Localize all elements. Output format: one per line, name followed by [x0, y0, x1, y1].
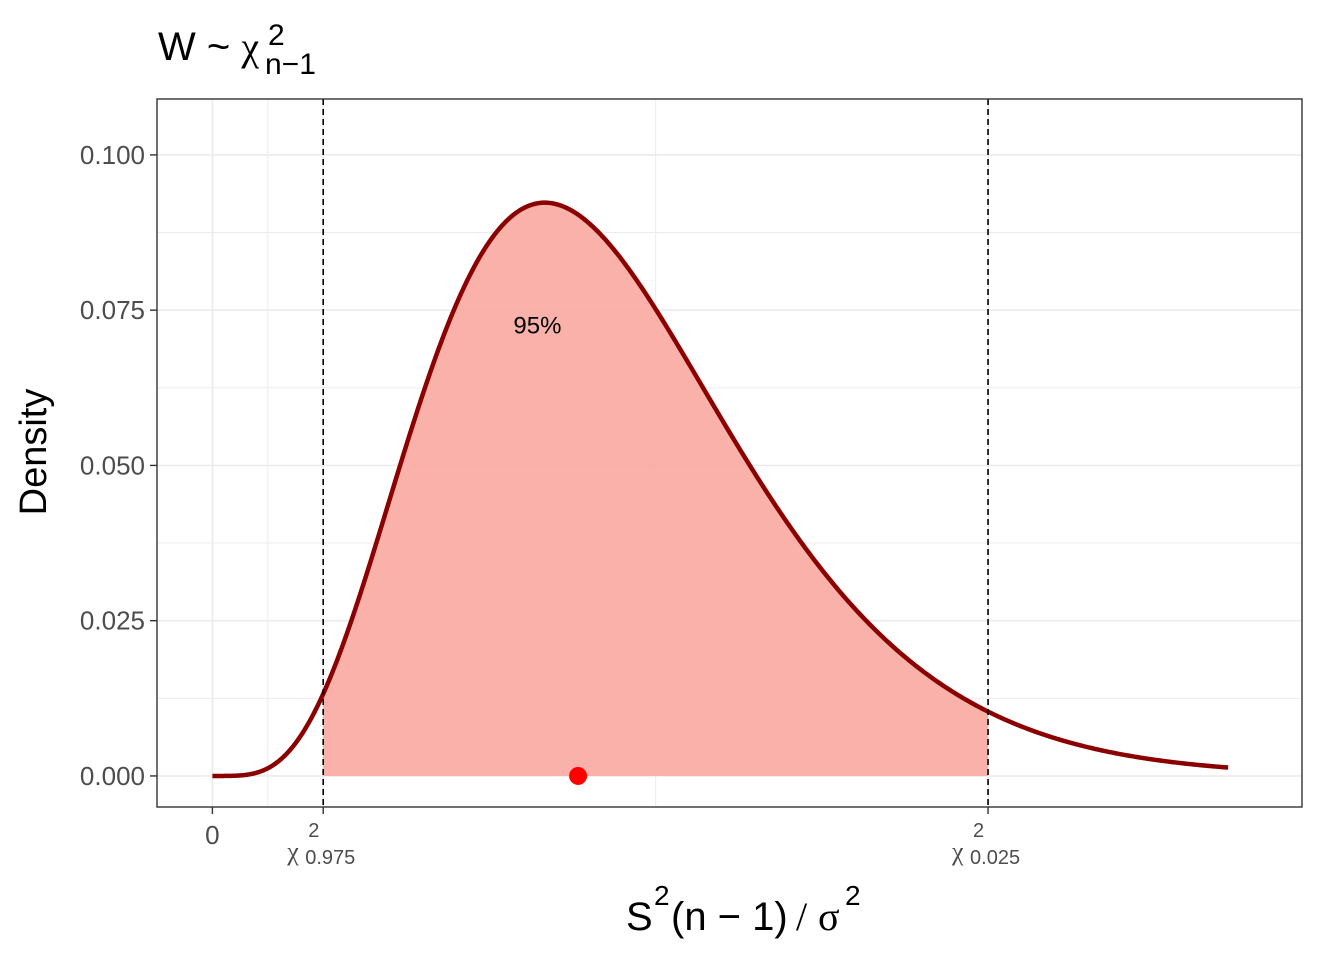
- y-tick-label: 0.025: [80, 606, 145, 636]
- plot-title: W ~ χ 2 n−1: [158, 19, 316, 81]
- x-tick-label-sup: 2: [308, 820, 319, 842]
- x-label-mid: (n − 1): [671, 895, 788, 939]
- density-curve: [212, 200, 1229, 779]
- x-label-s: S: [626, 895, 653, 939]
- region-label: 95%: [513, 313, 561, 340]
- title-subscript: n−1: [265, 48, 316, 81]
- y-axis-label: Density: [13, 389, 55, 516]
- x-label-sup2: 2: [845, 880, 861, 911]
- x-label-sigma: σ: [818, 894, 840, 939]
- title-chi: χ: [240, 24, 259, 69]
- observed-point: [569, 766, 588, 785]
- svg-text:W ~ χ: W ~ χ: [158, 24, 259, 69]
- x-tick-label-sub: 0.025: [970, 847, 1020, 869]
- x-label-slash: /: [796, 894, 808, 939]
- y-tick-label: 0.075: [80, 295, 145, 325]
- x-label-sup1: 2: [654, 880, 670, 911]
- y-axis: 0.000 0.025 0.050 0.075 0.100: [80, 140, 157, 791]
- y-tick-label: 0.100: [80, 140, 145, 170]
- shaded-95-region: [323, 202, 989, 776]
- x-tick-label: 0: [205, 820, 219, 850]
- y-tick-label: 0.050: [80, 450, 145, 480]
- x-tick-label: χ: [951, 837, 964, 866]
- x-tick-label-sup: 2: [973, 820, 984, 842]
- x-tick-label: χ: [286, 837, 299, 866]
- y-tick-label: 0.000: [80, 761, 145, 791]
- x-tick-label-sub: 0.975: [305, 847, 355, 869]
- title-prefix: W ~: [158, 25, 241, 69]
- panel-border: [156, 98, 1303, 808]
- x-axis-label: S 2 (n − 1) / σ 2: [626, 880, 861, 939]
- title-superscript: 2: [268, 19, 285, 52]
